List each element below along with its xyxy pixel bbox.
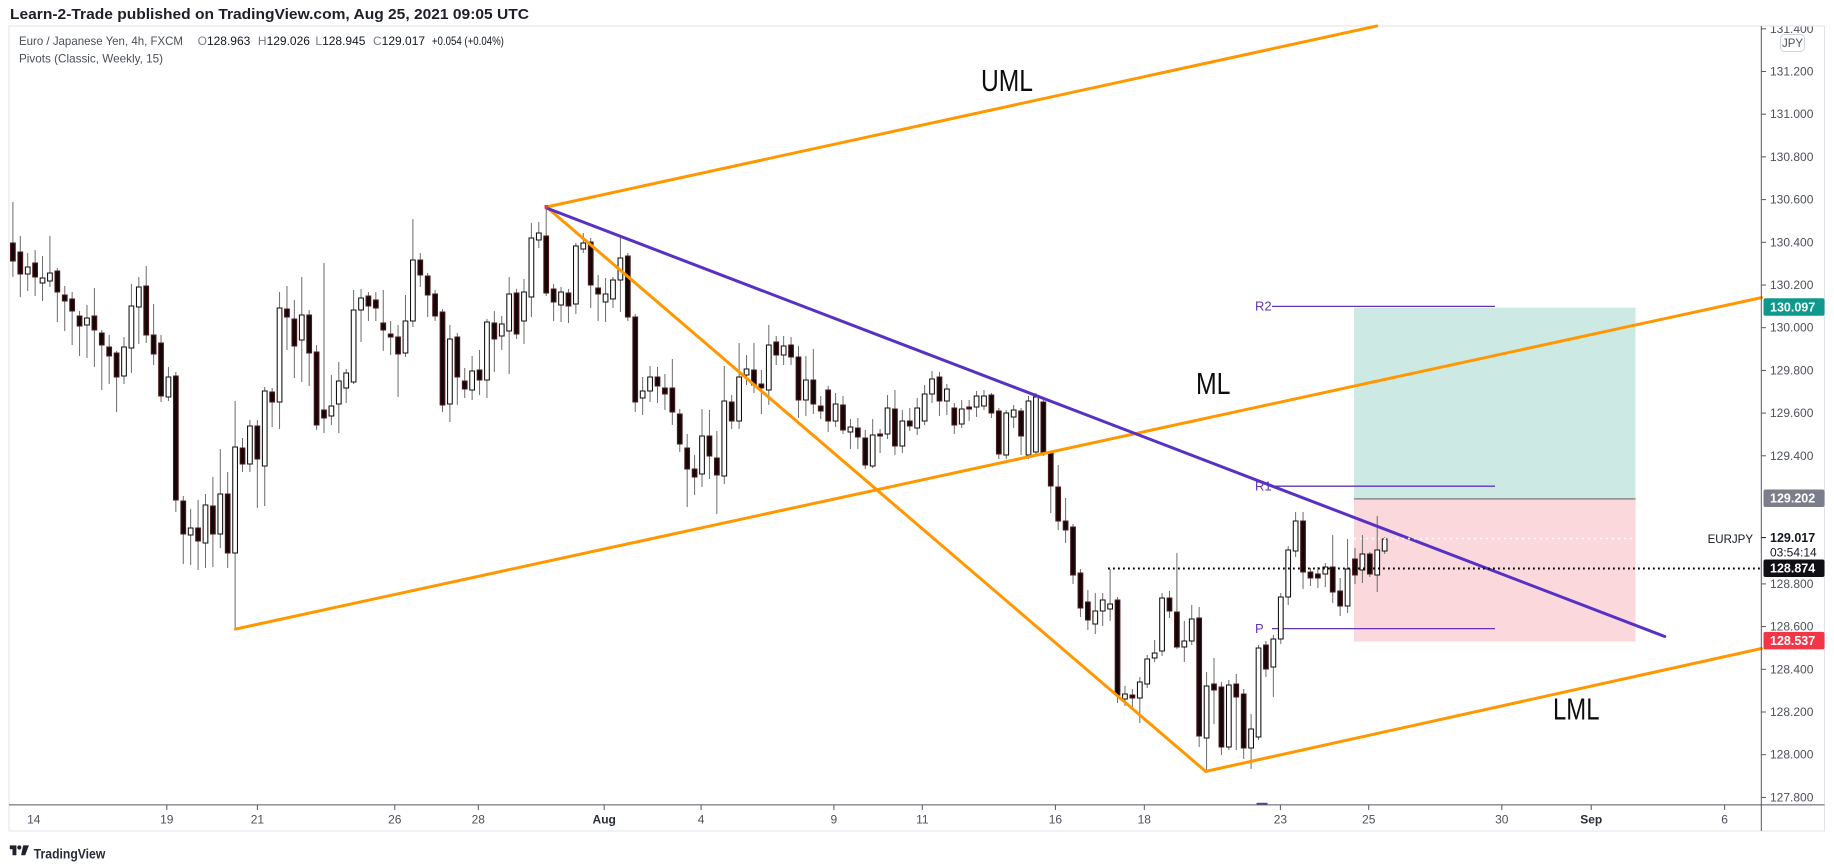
svg-text:130.400: 130.400	[1770, 235, 1814, 249]
svg-text:+0.054 (+0.04%): +0.054 (+0.04%)	[432, 34, 504, 48]
svg-text:25: 25	[1362, 813, 1376, 827]
svg-text:28: 28	[472, 813, 486, 827]
svg-text:130.600: 130.600	[1770, 193, 1814, 207]
svg-text:130.000: 130.000	[1770, 321, 1814, 335]
svg-text:L128.945: L128.945	[315, 34, 365, 48]
svg-text:16: 16	[1049, 813, 1063, 827]
svg-text:03:54:14: 03:54:14	[1770, 546, 1817, 560]
svg-text:19: 19	[160, 813, 174, 827]
svg-text:127.800: 127.800	[1770, 790, 1814, 804]
svg-text:14: 14	[27, 813, 41, 827]
svg-text:130.097: 130.097	[1770, 300, 1815, 314]
svg-text:128.874: 128.874	[1770, 562, 1815, 576]
svg-text:ML: ML	[1196, 366, 1231, 401]
svg-text:P: P	[1255, 621, 1264, 636]
svg-text:LML: LML	[1553, 692, 1600, 727]
svg-text:C129.017: C129.017	[373, 34, 425, 48]
svg-text:128.537: 128.537	[1770, 634, 1815, 648]
svg-text:131.200: 131.200	[1770, 65, 1814, 79]
svg-text:EURJPY: EURJPY	[1708, 534, 1754, 546]
svg-text:11: 11	[916, 813, 929, 827]
svg-text:128.600: 128.600	[1770, 620, 1814, 634]
svg-text:O128.963: O128.963	[198, 34, 251, 48]
svg-text:JPY: JPY	[1782, 38, 1803, 50]
svg-text:30: 30	[1495, 813, 1509, 827]
svg-text:Sep: Sep	[1580, 813, 1602, 827]
svg-text:TradingView: TradingView	[34, 845, 106, 861]
svg-text:Euro / Japanese Yen, 4h, FXCM: Euro / Japanese Yen, 4h, FXCM	[19, 34, 183, 48]
svg-text:129.800: 129.800	[1770, 363, 1814, 377]
svg-text:129.600: 129.600	[1770, 406, 1814, 420]
svg-text:26: 26	[388, 813, 402, 827]
svg-text:6: 6	[1721, 813, 1728, 827]
svg-text:130.200: 130.200	[1770, 278, 1814, 292]
svg-text:130.800: 130.800	[1770, 150, 1814, 164]
svg-text:18: 18	[1138, 813, 1152, 827]
svg-text:Aug: Aug	[593, 813, 616, 827]
svg-text:Pivots (Classic, Weekly, 15): Pivots (Classic, Weekly, 15)	[19, 52, 163, 66]
svg-text:129.400: 129.400	[1770, 449, 1814, 463]
svg-text:23: 23	[1274, 813, 1288, 827]
svg-text:4: 4	[698, 813, 705, 827]
svg-text:129.017: 129.017	[1770, 531, 1815, 545]
svg-text:128.800: 128.800	[1770, 577, 1814, 591]
svg-text:129.202: 129.202	[1770, 492, 1815, 506]
svg-text:21: 21	[251, 813, 265, 827]
svg-text:9: 9	[831, 813, 838, 827]
svg-text:R2: R2	[1255, 299, 1272, 314]
svg-text:H129.026: H129.026	[258, 34, 310, 48]
svg-text:128.000: 128.000	[1770, 748, 1814, 762]
svg-text:UML: UML	[981, 63, 1033, 98]
svg-text:Learn-2-Trade published on Tra: Learn-2-Trade published on TradingView.c…	[10, 6, 529, 23]
svg-text:131.000: 131.000	[1770, 107, 1814, 121]
svg-text:128.400: 128.400	[1770, 662, 1814, 676]
svg-text:128.200: 128.200	[1770, 705, 1814, 719]
